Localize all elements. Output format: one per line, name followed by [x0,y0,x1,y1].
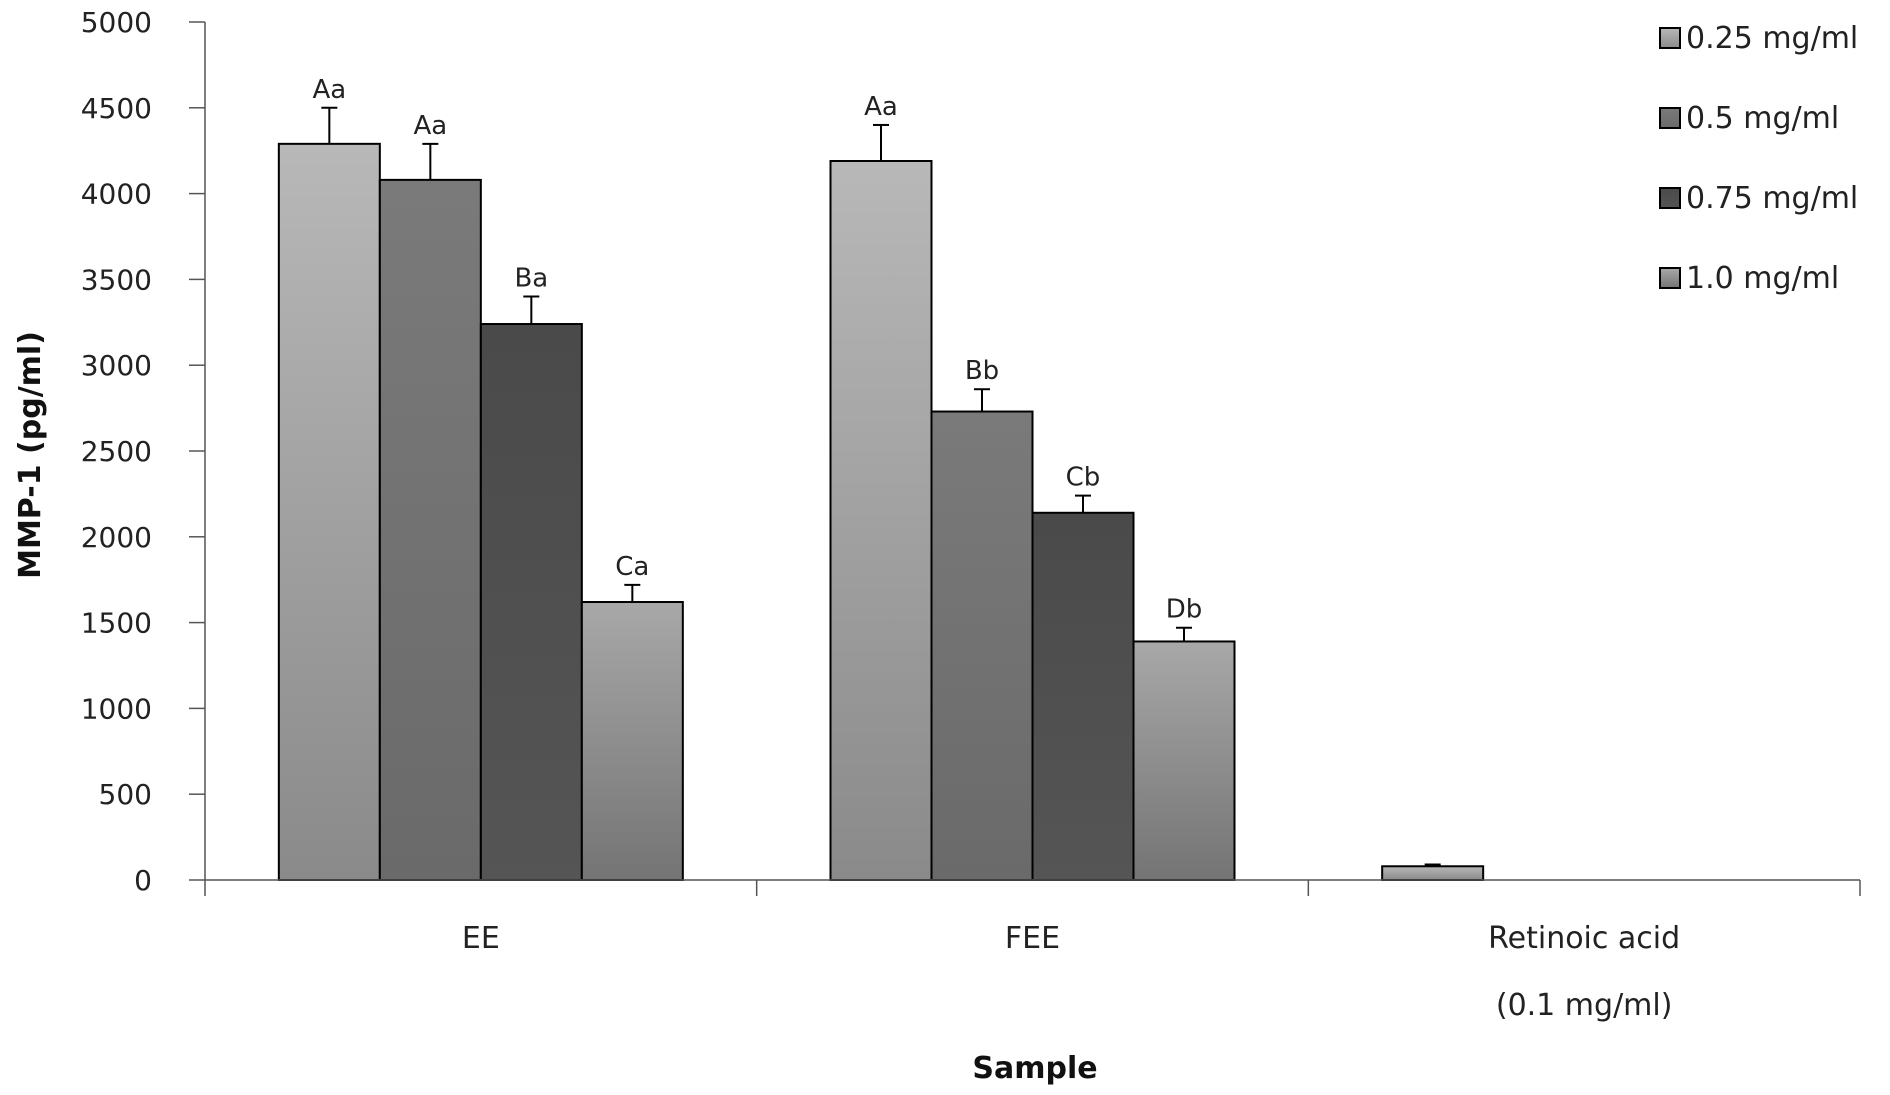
x-category-label: Retinoic acid [1488,921,1680,956]
y-axis-ticks: 0 500 1000 1500 2000 2500 3000 3500 4000 4500 5000 [81,6,205,897]
x-category-label: EE [462,921,500,956]
y-tick-label: 1000 [81,692,152,725]
legend-swatch [1659,107,1681,129]
legend-swatch [1659,267,1681,289]
legend-label: 1.0 mg/ml [1686,261,1839,296]
legend-label: 0.5 mg/ml [1686,101,1839,136]
y-tick-label: 4500 [81,92,152,125]
axes [204,22,1861,896]
bars [277,142,1485,882]
bar-0-25-mg-ml-ee [277,142,381,881]
x-category-sublabel: (0.1 mg/ml) [1496,988,1673,1023]
legend-label: 0.25 mg/ml [1686,21,1858,56]
bar-0-25-mg-ml-retinoic-acid [1381,865,1485,881]
y-tick-label: 2000 [81,521,152,554]
bar-1-0-mg-ml-fee [1132,640,1236,882]
y-tick-label: 3000 [81,349,152,382]
x-axis-title: Sample [972,1051,1097,1086]
bar-1-0-mg-ml-ee [580,601,684,881]
bar-0-75-mg-ml-fee [1031,511,1135,881]
significance-label: Cb [1066,463,1101,493]
significance-label: Bb [965,356,999,386]
legend: 0.25 mg/ml 0.5 mg/ml 0.75 mg/ml 1.0 mg/ml [1659,21,1858,296]
legend-swatch [1659,27,1681,49]
x-axis-categories: EE FEE Retinoic acid (0.1 mg/ml) [462,921,1680,1023]
y-tick-label: 2500 [81,435,152,468]
legend-label: 0.75 mg/ml [1686,181,1858,216]
y-tick-label: 3500 [81,263,152,296]
data-labels: Aa Aa Ba Ca Aa Bb Cb Db [312,75,1202,625]
significance-label: Aa [312,75,346,105]
x-category-label: FEE [1005,921,1060,956]
bar-0-5-mg-ml-ee [378,178,482,881]
y-tick-label: 5000 [81,6,152,39]
bar-0-75-mg-ml-ee [479,323,583,881]
bar-0-25-mg-ml-fee [829,159,933,882]
bar-0-5-mg-ml-fee [930,410,1034,881]
significance-label: Ca [615,552,649,582]
y-tick-label: 0 [134,864,152,897]
error-bars [321,106,1441,867]
significance-label: Ba [514,264,548,294]
y-tick-label: 500 [99,778,152,811]
significance-label: Aa [413,111,447,141]
y-axis-title: MMP-1 (pg/ml) [13,331,48,579]
significance-label: Db [1166,595,1203,625]
legend-swatch [1659,187,1681,209]
y-tick-label: 4000 [81,178,152,211]
y-tick-label: 1500 [81,607,152,640]
significance-label: Aa [864,92,898,122]
